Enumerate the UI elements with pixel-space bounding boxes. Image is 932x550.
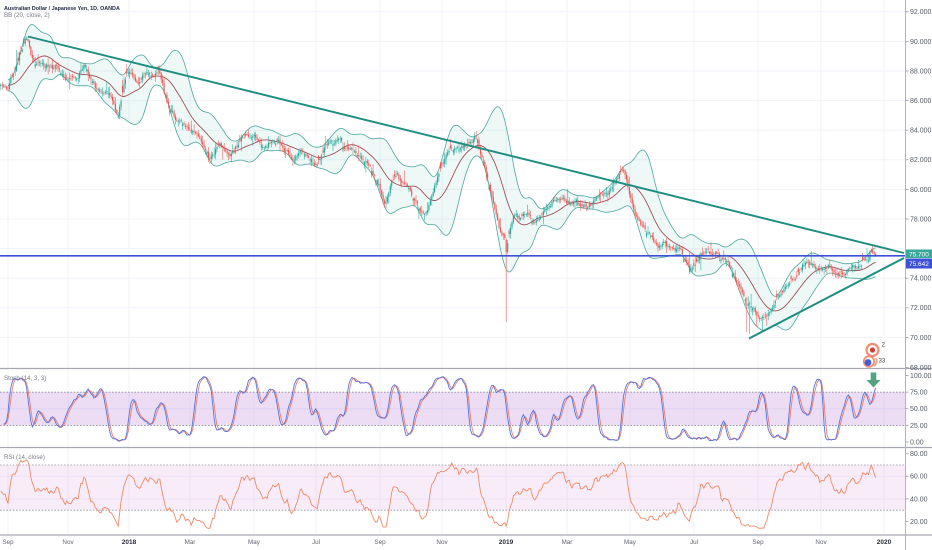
svg-text:25.00: 25.00	[910, 423, 928, 430]
svg-text:40.00: 40.00	[910, 496, 928, 503]
svg-text:50.00: 50.00	[910, 406, 928, 413]
svg-text:BB (20, close, 2): BB (20, close, 2)	[4, 12, 50, 19]
svg-text:Mar: Mar	[562, 539, 573, 546]
svg-text:60.00: 60.00	[910, 474, 928, 481]
svg-text:84.000: 84.000	[910, 128, 932, 135]
svg-text:80.00: 80.00	[910, 451, 928, 458]
svg-text:100.00: 100.00	[910, 373, 932, 380]
svg-text:33: 33	[879, 359, 886, 365]
svg-text:2019: 2019	[499, 539, 514, 546]
svg-text:72.000: 72.000	[910, 305, 932, 312]
svg-text:Stoch (14, 3, 3): Stoch (14, 3, 3)	[4, 375, 46, 382]
svg-text:86.000: 86.000	[910, 98, 932, 105]
svg-text:2: 2	[882, 343, 886, 349]
svg-text:70.000: 70.000	[910, 335, 932, 342]
svg-text:2018: 2018	[122, 539, 137, 546]
svg-text:74.000: 74.000	[910, 276, 932, 283]
svg-text:Nov: Nov	[815, 539, 827, 546]
svg-text:75.642: 75.642	[909, 261, 929, 268]
svg-text:Nov: Nov	[436, 539, 448, 546]
svg-text:Sep: Sep	[374, 539, 386, 546]
svg-text:Nov: Nov	[62, 539, 74, 546]
svg-text:90.000: 90.000	[910, 39, 932, 46]
svg-text:Mar: Mar	[185, 539, 196, 546]
svg-text:75.700: 75.700	[909, 251, 929, 258]
svg-text:0.00: 0.00	[910, 439, 924, 446]
svg-text:Jul: Jul	[312, 539, 320, 546]
svg-text:82.000: 82.000	[910, 157, 932, 164]
svg-text:80.000: 80.000	[910, 187, 932, 194]
svg-text:Sep: Sep	[2, 539, 14, 546]
svg-text:May: May	[248, 539, 261, 546]
svg-text:Sep: Sep	[752, 539, 764, 546]
svg-text:92.000: 92.000	[910, 9, 932, 16]
svg-text:May: May	[624, 539, 637, 546]
svg-text:88.000: 88.000	[910, 68, 932, 75]
svg-text:2020: 2020	[877, 539, 892, 546]
svg-text:Jul: Jul	[690, 539, 698, 546]
svg-text:20.00: 20.00	[910, 519, 928, 526]
svg-text:75.00: 75.00	[910, 390, 928, 397]
svg-text:RSI (14, close): RSI (14, close)	[4, 454, 45, 461]
svg-text:78.000: 78.000	[910, 216, 932, 223]
svg-text:Australian Dollar / Japanese Y: Australian Dollar / Japanese Yen, 1D, OA…	[4, 6, 120, 12]
svg-text:68.000: 68.000	[910, 365, 932, 372]
